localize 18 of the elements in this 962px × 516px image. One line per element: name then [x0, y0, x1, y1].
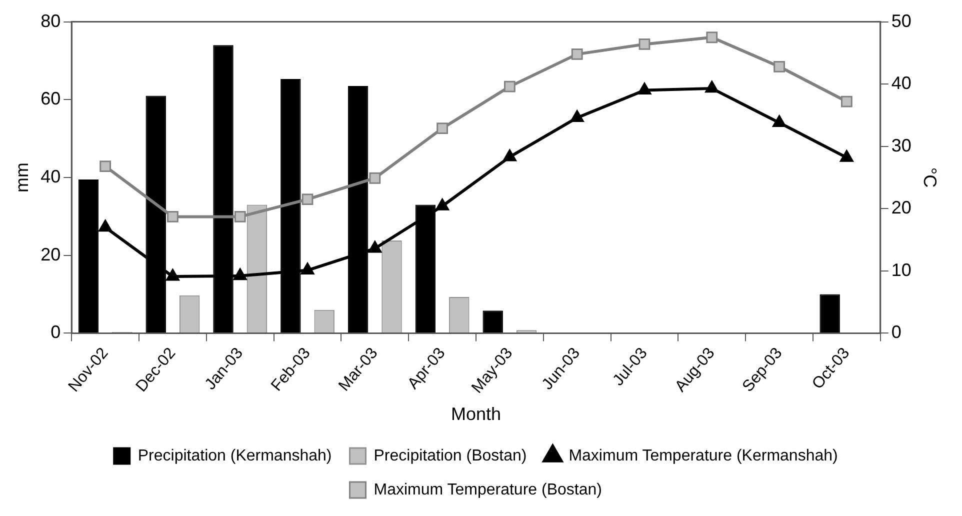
- y2-tick-label: 40: [891, 73, 912, 94]
- y-tick-label: 20: [40, 244, 61, 264]
- y-tick-label: 60: [40, 88, 61, 109]
- y2-tick-label: 50: [891, 10, 912, 31]
- y2-tick-label: 20: [891, 198, 912, 218]
- y2-axis-title: °C: [920, 167, 940, 188]
- x-axis-title: Month: [450, 404, 502, 424]
- legend-label: Maximum Temperature (Bostan): [374, 481, 602, 498]
- y2-tick-label: 30: [891, 135, 912, 156]
- y2-tick-label: 10: [891, 260, 912, 280]
- y2-tick-label: 0: [891, 322, 902, 342]
- y-tick-label: 80: [40, 10, 61, 31]
- legend-label: Maximum Temperature (Kermanshah): [568, 447, 838, 464]
- legend-label: Precipitation (Kermanshah): [138, 447, 332, 464]
- legend-label: Precipitation (Bostan): [374, 447, 527, 464]
- y-tick-label: 40: [40, 166, 61, 186]
- y-tick-label: 0: [50, 322, 61, 342]
- y-axis-title: mm: [12, 162, 32, 192]
